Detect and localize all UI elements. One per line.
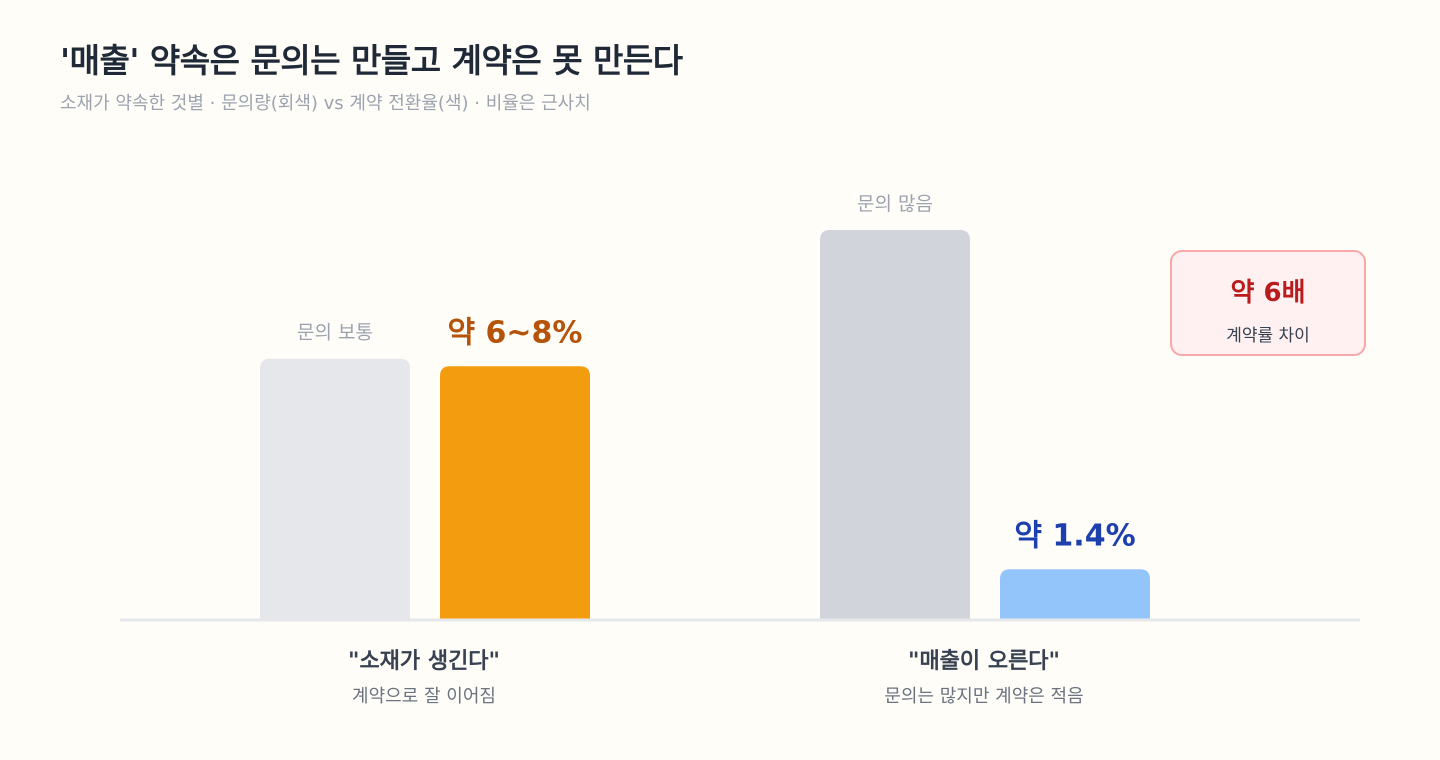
- inquiry-bar: [820, 230, 970, 620]
- difference-badge: 약 6배 계약률 차이: [1170, 250, 1366, 356]
- category-label: "소재가 생긴다": [348, 649, 500, 674]
- inquiry-bar: [260, 358, 410, 620]
- difference-value: 약 6배: [1230, 278, 1306, 308]
- chart-subtitle: 소재가 약속한 것별 · 문의량(회색) vs 계약 전환율(색) · 비율은 …: [60, 93, 591, 114]
- inquiry-bar-label: 문의 많음: [857, 193, 933, 215]
- category-subtitle: 문의는 많지만 계약은 적음: [884, 686, 1083, 707]
- chart-title: '매출' 약속은 문의는 만들고 계약은 못 만든다: [60, 41, 683, 80]
- difference-label: 계약률 차이: [1226, 326, 1310, 346]
- inquiry-bar-label: 문의 보통: [297, 322, 373, 344]
- conversion-value-label: 약 6~8%: [448, 315, 583, 350]
- conversion-bar: [440, 366, 590, 620]
- category-subtitle: 계약으로 잘 이어짐: [352, 686, 496, 707]
- category-label: "매출이 오른다": [908, 649, 1060, 674]
- conversion-bar: [1000, 569, 1150, 620]
- conversion-value-label: 약 1.4%: [1014, 518, 1135, 553]
